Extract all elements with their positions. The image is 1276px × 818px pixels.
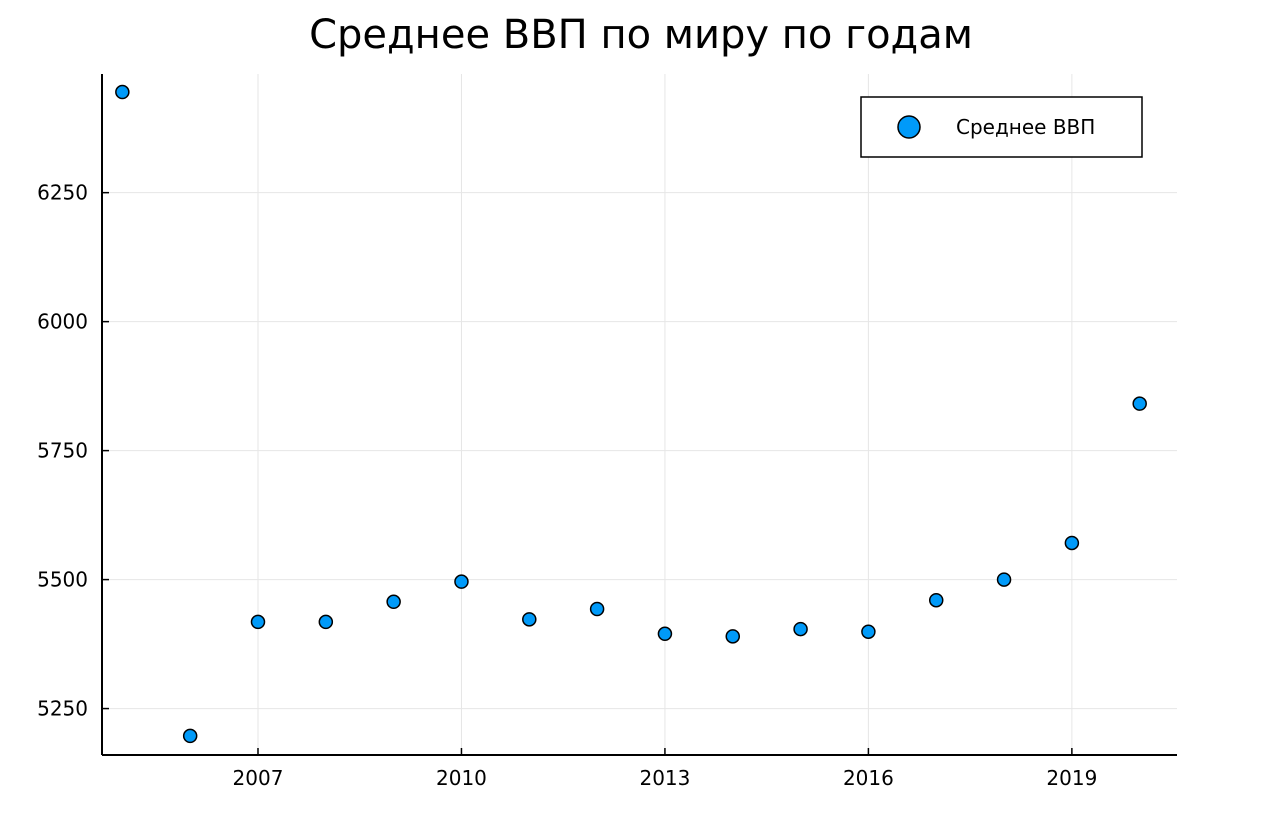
data-point-2005 — [115, 84, 130, 100]
data-point-2011 — [522, 612, 537, 627]
data-point-2007 — [250, 614, 266, 630]
x-axis-ticks: 2007 2010 2013 2016 2019 — [233, 748, 1097, 790]
y-tick-label: 6000 — [37, 310, 88, 334]
data-point-2006 — [182, 728, 198, 744]
y-tick-label: 5250 — [37, 697, 88, 721]
data-points — [115, 84, 1147, 744]
data-point-2020 — [1132, 396, 1147, 411]
data-point-2009 — [386, 594, 401, 610]
data-point-2017 — [928, 592, 944, 608]
legend: Среднее ВВП — [860, 96, 1143, 158]
y-tick-label: 5750 — [37, 439, 88, 463]
data-point-2008 — [318, 614, 334, 630]
x-tick-label: 2016 — [843, 766, 894, 790]
legend-label: Среднее ВВП — [956, 115, 1095, 139]
legend-marker — [897, 115, 921, 139]
data-point-2013 — [657, 626, 673, 642]
x-tick-label: 2010 — [436, 766, 487, 790]
data-point-2015 — [793, 621, 808, 637]
x-tick-label: 2019 — [1046, 766, 1097, 790]
x-tick-label: 2007 — [233, 766, 284, 790]
x-tick-label: 2013 — [639, 766, 690, 790]
data-point-2012 — [589, 601, 605, 617]
data-point-2014 — [725, 629, 741, 644]
data-point-2018 — [996, 572, 1012, 587]
y-tick-label: 6250 — [37, 181, 88, 205]
axes — [101, 74, 1177, 756]
chart-title: Среднее ВВП по миру по годам — [309, 12, 973, 58]
y-tick-label: 5500 — [37, 568, 88, 592]
y-axis-ticks: 5250 5500 5750 6000 6250 — [37, 181, 109, 721]
data-point-2016 — [861, 624, 876, 639]
data-point-2019 — [1064, 535, 1080, 551]
data-point-2010 — [454, 574, 469, 589]
grid — [102, 74, 1177, 755]
